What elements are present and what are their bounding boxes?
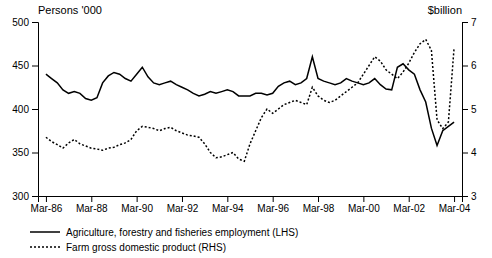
- tick: Mar-00: [348, 196, 380, 214]
- tick: Mar-96: [257, 196, 289, 214]
- y2-axis: 3 4 5 6 7: [462, 17, 477, 202]
- legend-swatch: [30, 246, 60, 248]
- tick-label: 400: [12, 104, 29, 115]
- tick: Mar-90: [121, 196, 153, 214]
- tick: 7: [462, 17, 477, 28]
- tick: 500: [12, 17, 38, 28]
- tick: 450: [12, 60, 38, 71]
- tick: Mar-88: [76, 196, 108, 214]
- tick: Mar-98: [303, 196, 335, 214]
- legend-item: Farm gross domestic product (RHS): [30, 242, 226, 253]
- tick-label: 7: [471, 17, 477, 28]
- tick: Mar-86: [31, 196, 63, 214]
- tick: Mar-94: [212, 196, 244, 214]
- axis-line: [463, 23, 469, 197]
- series-line: [46, 57, 454, 146]
- tick-label: Mar-86: [31, 203, 63, 214]
- tick: 5: [462, 104, 477, 115]
- tick: 400: [12, 104, 38, 115]
- axis-line: [32, 23, 39, 197]
- tick: 300: [12, 191, 38, 202]
- tick: 6: [462, 60, 477, 71]
- tick-label: 350: [12, 147, 29, 158]
- tick-mark: [32, 196, 38, 197]
- tick-mark: [32, 22, 38, 23]
- tick-mark: [454, 196, 455, 202]
- tick: 4: [462, 147, 477, 158]
- tick-label: 6: [471, 60, 477, 71]
- tick-label: 500: [12, 17, 29, 28]
- tick-mark: [462, 66, 468, 67]
- tick-label: Mar-94: [212, 203, 244, 214]
- tick: Mar-02: [393, 196, 425, 214]
- tick-mark: [363, 196, 364, 202]
- tick-label: Mar-88: [76, 203, 108, 214]
- tick-label: Mar-02: [393, 203, 425, 214]
- legend-label: Agriculture, forestry and fisheries empl…: [66, 227, 298, 238]
- tick-mark: [182, 196, 183, 202]
- tick-label: Mar-04: [439, 203, 471, 214]
- tick-label: 450: [12, 60, 29, 71]
- tick-mark: [227, 196, 228, 202]
- tick-mark: [32, 109, 38, 110]
- legend: Agriculture, forestry and fisheries empl…: [30, 227, 298, 253]
- tick-label: 5: [471, 104, 477, 115]
- tick: Mar-92: [167, 196, 199, 214]
- y2-axis-title: $billion: [428, 4, 462, 16]
- lines: [46, 39, 454, 161]
- tick-label: 4: [471, 147, 477, 158]
- tick: Mar-04: [439, 196, 471, 214]
- tick-mark: [273, 196, 274, 202]
- tick-mark: [32, 66, 38, 67]
- tick-label: Mar-92: [167, 203, 199, 214]
- tick-mark: [409, 196, 410, 202]
- tick-mark: [462, 196, 468, 197]
- tick-mark: [462, 22, 468, 23]
- tick-mark: [137, 196, 138, 202]
- tick-label: 3: [471, 191, 477, 202]
- tick-mark: [462, 153, 468, 154]
- tick-label: Mar-90: [121, 203, 153, 214]
- tick: 3: [462, 191, 477, 202]
- tick-mark: [91, 196, 92, 202]
- legend-label: Farm gross domestic product (RHS): [66, 242, 226, 253]
- legend-item: Agriculture, forestry and fisheries empl…: [30, 227, 298, 238]
- tick: 350: [12, 147, 38, 158]
- tick-mark: [318, 196, 319, 202]
- y-axis-title: Persons '000: [38, 4, 102, 16]
- tick-label: 300: [12, 191, 29, 202]
- tick-label: Mar-00: [348, 203, 380, 214]
- plot: Mar-86 Mar-88 Mar-90 Mar-92 Mar-94 Mar-96 Mar-…: [12, 4, 477, 214]
- legend-swatch: [30, 231, 60, 233]
- y-axis: 300 350 400 450 500: [12, 17, 38, 202]
- tick-mark: [46, 196, 47, 202]
- chart: Mar-86 Mar-88 Mar-90 Mar-92 Mar-94 Mar-96 Mar-…: [0, 0, 492, 258]
- tick-mark: [32, 153, 38, 154]
- tick-label: Mar-96: [257, 203, 289, 214]
- axis-line: [39, 197, 463, 203]
- tick-label: Mar-98: [303, 203, 335, 214]
- series-line: [46, 39, 454, 161]
- tick-mark: [462, 109, 468, 110]
- x-axis: Mar-86 Mar-88 Mar-90 Mar-92 Mar-94 Mar-96 Mar-…: [31, 196, 471, 214]
